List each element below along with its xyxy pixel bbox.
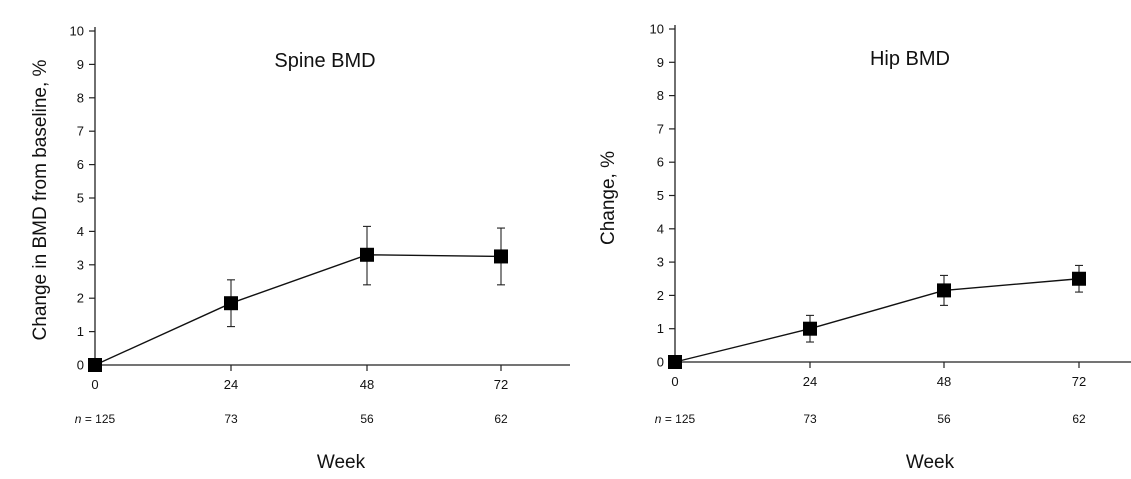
y-tick-label: 0 (657, 355, 664, 370)
y-tick-label: 8 (657, 88, 664, 103)
x-tick-label: 24 (224, 377, 238, 392)
y-tick-label: 9 (77, 57, 84, 72)
y-tick-label: 2 (657, 288, 664, 303)
n-count-label: n = 125 (75, 412, 116, 426)
series-line (674, 278, 1080, 363)
x-tick-label: 48 (360, 377, 374, 392)
x-tick-label: 48 (937, 374, 951, 389)
x-tick-label: 72 (494, 377, 508, 392)
data-point-marker (668, 355, 682, 369)
n-count-label: 73 (224, 412, 238, 426)
y-tick-label: 7 (77, 124, 84, 139)
y-tick-label: 3 (77, 257, 84, 272)
n-count-label: 62 (494, 412, 508, 426)
x-axis-title: Week (906, 452, 955, 473)
y-tick-label: 10 (70, 24, 84, 39)
panel-background (600, 0, 1131, 479)
y-tick-label: 7 (657, 121, 664, 136)
data-point-marker (494, 249, 508, 264)
n-equals: = (661, 412, 675, 426)
n-count-label: 56 (360, 412, 374, 426)
n-count-label: 73 (803, 412, 817, 426)
y-tick-label: 3 (657, 255, 664, 270)
data-point-marker (1072, 271, 1086, 286)
y-tick-label: 0 (77, 358, 84, 373)
data-point-marker (360, 247, 374, 262)
y-axis-title: Change in BMD from baseline, % (30, 59, 51, 340)
y-tick-label: 5 (657, 188, 664, 203)
y-tick-label: 4 (77, 224, 84, 239)
y-tick-label: 4 (657, 221, 664, 236)
y-axis-title: Change, % (598, 151, 619, 245)
y-tick-label: 2 (77, 291, 84, 306)
data-point-marker (803, 321, 817, 336)
panel-background (0, 0, 600, 479)
y-tick-label: 8 (77, 90, 84, 105)
n-count-label: 56 (937, 412, 951, 426)
n-value: 125 (95, 412, 115, 426)
n-equals: = (81, 412, 95, 426)
x-tick-label: 0 (91, 377, 98, 392)
y-tick-label: 1 (77, 324, 84, 339)
y-tick-label: 10 (650, 22, 664, 37)
n-count-label: n = 125 (655, 412, 696, 426)
x-tick-label: 24 (803, 374, 817, 389)
chart-title: Hip BMD (870, 48, 950, 70)
n-prefix: n (75, 412, 82, 426)
y-tick-label: 1 (657, 321, 664, 336)
x-tick-label: 72 (1072, 374, 1086, 389)
x-tick-label: 0 (671, 374, 678, 389)
y-tick-label: 9 (657, 55, 664, 70)
y-tick-label: 5 (77, 191, 84, 206)
n-value: 125 (675, 412, 695, 426)
n-count-label: 62 (1072, 412, 1086, 426)
series-line (94, 254, 502, 366)
n-prefix: n (655, 412, 662, 426)
x-axis-title: Week (317, 452, 366, 473)
chart-title: Spine BMD (274, 50, 375, 72)
data-point-marker (88, 358, 102, 372)
y-tick-label: 6 (657, 155, 664, 170)
data-point-marker (224, 296, 238, 311)
y-tick-label: 6 (77, 157, 84, 172)
data-point-marker (937, 283, 951, 298)
